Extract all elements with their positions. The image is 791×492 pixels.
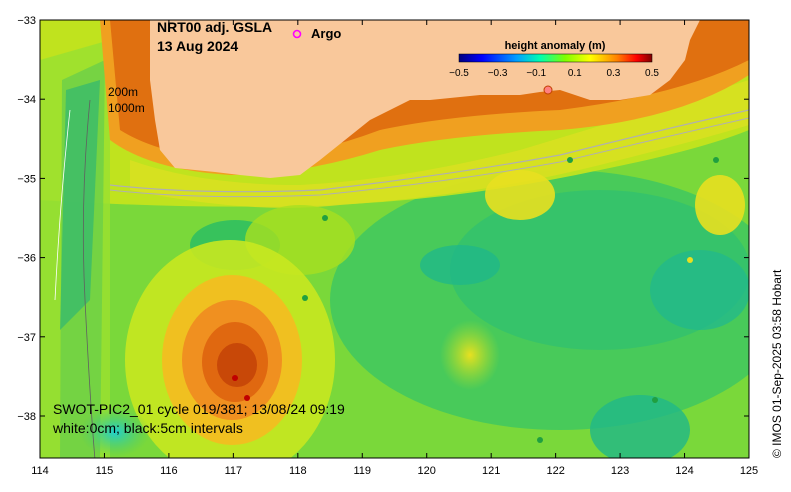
x-tick-label: 119 [353,465,371,477]
x-tick-label: 115 [96,465,114,477]
colorbar-tick-label: −0.5 [449,68,469,79]
y-tick-label: −34 [17,94,36,106]
credit-text: © IMOS 01-Sep-2025 03:58 Hobart [770,269,784,458]
contour-label-200m: 200m [108,85,138,99]
colorbar-title: height anomaly (m) [505,40,606,52]
swath-info: SWOT-PIC2_01 cycle 019/381; 13/08/24 09:… [53,401,345,417]
x-tick-label: 123 [611,465,629,477]
plot-frame [39,19,750,459]
colorbar-tick-label: 0.3 [606,68,620,79]
contour-label-1000m: 1000m [108,101,145,115]
colorbar-scale [458,53,653,63]
y-tick-label: −36 [17,253,36,265]
colorbar-tick-label: −0.1 [526,68,546,79]
colorbar: height anomaly (m) −0.5 −0.3 −0.1 0.1 0.3 0.5 [449,40,659,79]
y-tick-label: −35 [17,173,36,185]
colorbar-ticks: −0.5 −0.3 −0.1 0.1 0.3 0.5 [449,68,659,79]
map-date: 13 Aug 2024 [157,38,238,54]
contour-info: white:0cm; black:5cm intervals [52,420,243,436]
x-tick-label: 116 [160,465,178,477]
colorbar-tick-label: 0.5 [645,68,659,79]
x-tick-label: 121 [482,465,500,477]
y-tick-label: −33 [17,15,36,27]
x-tick-label: 118 [289,465,307,477]
y-tick-label: −38 [17,411,36,423]
x-tick-label: 122 [546,465,564,477]
x-tick-label: 117 [225,465,243,477]
x-axis: 114 115 116 117 118 119 120 121 122 123 124 125 [31,20,758,477]
x-tick-label: 120 [418,465,436,477]
product-title: NRT00 adj. GSLA [157,19,272,35]
x-tick-label: 124 [675,465,693,477]
x-tick-label: 125 [740,465,758,477]
argo-legend-label: Argo [311,26,341,41]
argo-floats [232,85,719,443]
y-axis: −33 −34 −35 −36 −37 −38 [17,15,749,423]
argo-legend-icon [292,29,302,39]
colorbar-tick-label: 0.1 [568,68,582,79]
colorbar-tick-label: −0.3 [488,68,508,79]
x-tick-label: 114 [31,465,49,477]
y-tick-label: −37 [17,332,36,344]
